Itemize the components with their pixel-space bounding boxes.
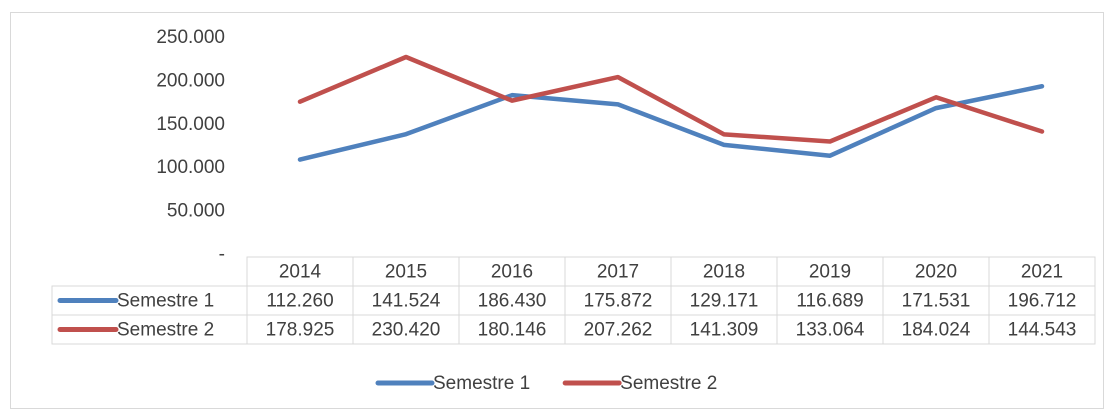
x-tick-label: 2020 [915, 262, 957, 283]
y-tick-label: 100.000 [156, 157, 225, 178]
data-label: 196.712 [1008, 291, 1077, 312]
x-tick-label: 2015 [385, 262, 427, 283]
x-tick-label: 2016 [491, 262, 533, 283]
data-label: 180.146 [478, 320, 547, 341]
y-tick-label: 150.000 [156, 114, 225, 135]
y-tick-label: 250.000 [156, 27, 225, 48]
legend-label: Semestre 1 [433, 373, 530, 394]
data-label: 184.024 [902, 320, 971, 341]
data-label: 144.543 [1008, 320, 1077, 341]
data-label: 178.925 [266, 320, 335, 341]
x-tick-label: 2014 [279, 262, 322, 283]
y-tick-label: 200.000 [156, 70, 225, 91]
data-label: 141.309 [690, 320, 759, 341]
data-label: 186.430 [478, 291, 547, 312]
x-tick-label: 2017 [597, 262, 639, 283]
data-label: 133.064 [796, 320, 865, 341]
chart-frame [10, 12, 1104, 409]
x-tick-label: 2019 [809, 262, 851, 283]
x-tick-label: 2021 [1021, 262, 1063, 283]
series-line [297, 84, 1045, 162]
legend-label: Semestre 2 [620, 373, 717, 394]
data-label: 175.872 [584, 291, 653, 312]
data-label: 207.262 [584, 320, 653, 341]
data-label: 129.171 [690, 291, 759, 312]
data-label: 116.689 [796, 291, 863, 312]
row-label: Semestre 1 [117, 291, 214, 312]
row-label: Semestre 2 [117, 320, 214, 341]
data-label: 141.524 [372, 291, 441, 312]
data-label: 171.531 [902, 291, 971, 312]
series-line [297, 54, 1045, 144]
data-label: 112.260 [266, 291, 333, 312]
data-label: 230.420 [372, 320, 441, 341]
x-tick-label: 2018 [703, 262, 745, 283]
table-cell [988, 314, 1096, 345]
y-tick-label: - [219, 244, 225, 265]
y-tick-label: 50.000 [167, 201, 225, 222]
